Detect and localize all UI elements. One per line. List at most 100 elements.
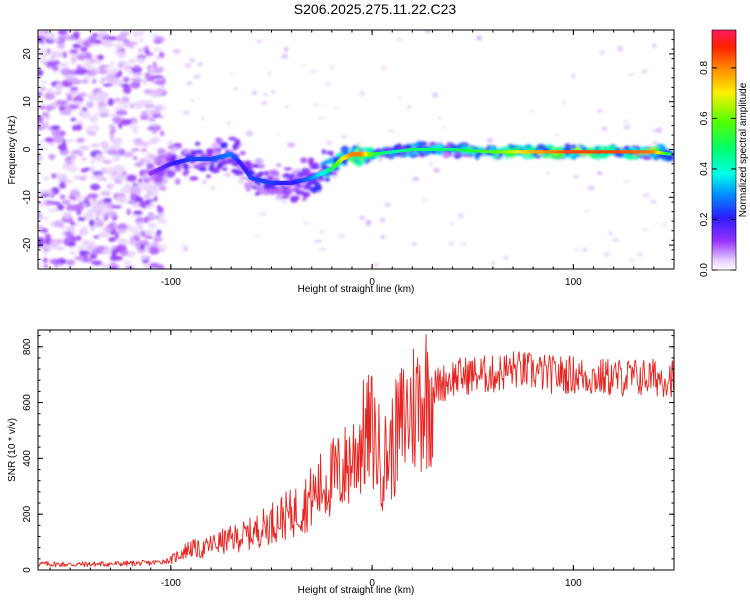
y-tick-label: 20 [22, 48, 33, 60]
noise-blob [601, 126, 608, 132]
noise-blob [133, 156, 138, 161]
noise-blob [113, 50, 119, 55]
noise-blob [314, 102, 319, 107]
noise-blob [38, 200, 47, 207]
noise-blob [228, 72, 234, 76]
noise-blob [138, 186, 150, 191]
noise-blob [379, 217, 386, 223]
noise-blob [118, 172, 126, 179]
noise-blob [356, 141, 361, 146]
noise-blob [38, 236, 45, 244]
noise-blob [38, 37, 44, 44]
noise-blob [80, 46, 88, 52]
noise-blob [153, 237, 159, 244]
noise-blob [130, 81, 141, 89]
y-tick-label: -10 [22, 190, 33, 205]
noise-blob [66, 94, 73, 102]
noise-blob [395, 37, 404, 42]
noise-blob [330, 65, 334, 70]
noise-blob [233, 87, 238, 91]
noise-blob [107, 68, 119, 75]
noise-blob [320, 104, 324, 107]
noise-blob [84, 72, 90, 80]
noise-blob [153, 89, 166, 94]
noise-blob [48, 50, 61, 55]
noise-blob [88, 131, 97, 136]
ridge-blob [581, 147, 588, 151]
noise-blob [113, 165, 126, 172]
noise-blob [39, 193, 50, 198]
noise-blob [55, 39, 61, 45]
noise-blob [42, 257, 48, 264]
noise-blob [662, 222, 667, 227]
noise-blob [91, 260, 103, 266]
ridge-blob [157, 148, 166, 153]
noise-blob [441, 126, 445, 130]
ridge-blob [276, 163, 282, 167]
ridge-blob [173, 166, 182, 172]
noise-blob [108, 237, 117, 242]
noise-blob [573, 248, 581, 251]
noise-blob [39, 216, 50, 220]
noise-blob [412, 176, 420, 182]
noise-blob [148, 223, 157, 229]
ridge-blob [267, 188, 277, 194]
ridge-blob [226, 157, 233, 165]
noise-blob [582, 248, 588, 252]
noise-blob [65, 138, 75, 143]
spectrogram-ylabel: Frequency (Hz) [7, 116, 18, 185]
noise-blob [373, 263, 379, 267]
noise-blob [123, 104, 128, 109]
ridge-blob [167, 139, 174, 147]
noise-blob [108, 166, 115, 172]
noise-blob [79, 250, 90, 256]
noise-blob [112, 154, 121, 162]
noise-blob [378, 156, 383, 163]
ridge-blob [205, 148, 213, 155]
ridge-blob [157, 172, 166, 177]
noise-blob [122, 260, 131, 265]
noise-blob [69, 189, 81, 197]
noise-blob [148, 185, 156, 192]
y-tick-label: 0 [22, 567, 33, 573]
noise-blob [156, 229, 162, 236]
noise-blob [115, 111, 125, 116]
noise-blob [133, 141, 144, 147]
ridge-blob [262, 183, 272, 189]
noise-blob [210, 186, 215, 191]
noise-blob [341, 134, 348, 140]
noise-blob [317, 117, 325, 120]
noise-blob [59, 110, 72, 116]
noise-blob [53, 134, 65, 143]
noise-blob [119, 83, 130, 88]
noise-blob [149, 262, 160, 269]
noise-blob [50, 125, 61, 130]
noise-blob [224, 172, 232, 177]
ridge-blob [216, 147, 222, 153]
x-tick-label: -100 [161, 277, 181, 288]
noise-blob [127, 200, 137, 205]
noise-blob [64, 61, 69, 70]
noise-blob [66, 259, 76, 266]
noise-blob [57, 43, 66, 49]
noise-blob [76, 245, 86, 250]
noise-blob [44, 116, 51, 121]
noise-blob [381, 235, 385, 239]
noise-blob [147, 98, 153, 107]
noise-blob [40, 228, 49, 233]
ridge-blob [254, 158, 264, 165]
noise-blob [62, 211, 72, 220]
ridge-blob [329, 150, 334, 157]
noise-blob [276, 133, 280, 136]
noise-blob [102, 248, 112, 255]
ridge-blob [210, 167, 220, 174]
noise-blob [129, 185, 142, 193]
ridge-blob [302, 193, 309, 198]
noise-blob [318, 247, 326, 252]
noise-blob [70, 221, 76, 226]
noise-blob [89, 219, 95, 227]
noise-blob [104, 39, 114, 48]
noise-blob [109, 255, 119, 262]
ridge-blob [269, 169, 279, 176]
noise-blob [87, 93, 98, 101]
